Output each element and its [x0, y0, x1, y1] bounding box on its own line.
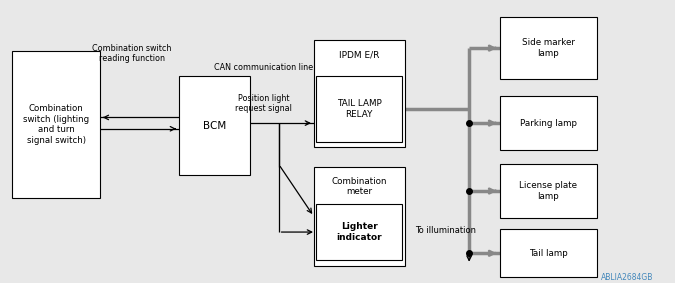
Text: CAN communication line: CAN communication line [214, 63, 313, 72]
Bar [316, 76, 402, 142]
Bar [12, 51, 100, 198]
Bar [179, 76, 250, 175]
Text: Lighter
indicator: Lighter indicator [336, 222, 382, 242]
Text: Combination switch
reading function: Combination switch reading function [92, 44, 171, 63]
Bar [500, 96, 597, 150]
Text: Parking lamp: Parking lamp [520, 119, 577, 128]
Text: ABLIA2684GB: ABLIA2684GB [601, 273, 653, 282]
Text: Tail lamp: Tail lamp [529, 249, 568, 258]
Bar [500, 17, 597, 79]
Text: Side marker
lamp: Side marker lamp [522, 38, 575, 58]
Bar [314, 167, 405, 266]
Text: TAIL LAMP
RELAY: TAIL LAMP RELAY [337, 99, 381, 119]
Bar [316, 204, 402, 260]
Text: BCM: BCM [202, 121, 226, 131]
Text: To illumination: To illumination [415, 226, 476, 235]
Text: Combination
meter: Combination meter [331, 177, 387, 196]
Bar [500, 164, 597, 218]
Text: License plate
lamp: License plate lamp [520, 181, 577, 201]
Text: Position light
request signal: Position light request signal [235, 94, 292, 113]
Text: Combination
switch (lighting
and turn
signal switch): Combination switch (lighting and turn si… [23, 104, 89, 145]
Bar [500, 229, 597, 277]
Text: IPDM E/R: IPDM E/R [340, 51, 379, 60]
Bar [314, 40, 405, 147]
